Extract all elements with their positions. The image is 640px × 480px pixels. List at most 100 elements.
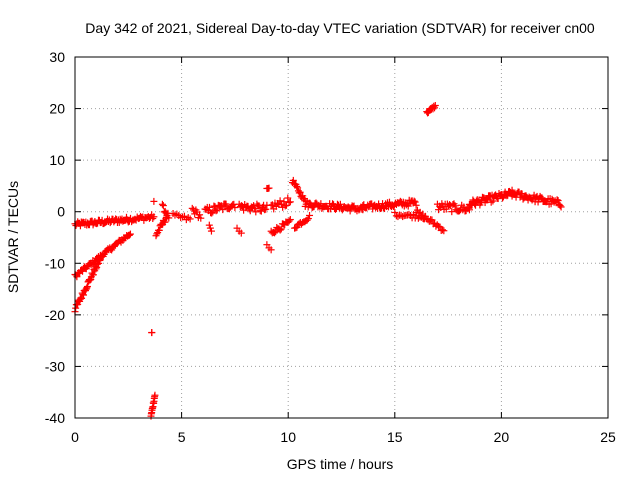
data-point (83, 283, 91, 291)
data-point (126, 230, 134, 238)
data-point (95, 256, 103, 264)
data-point (208, 209, 216, 217)
data-point (460, 203, 468, 211)
data-point (286, 216, 294, 224)
x-tick-label: 20 (494, 429, 510, 445)
data-point (399, 213, 407, 221)
data-point (93, 260, 101, 268)
data-point (440, 227, 448, 235)
data-point (553, 196, 561, 204)
y-tick-label: -10 (45, 255, 65, 271)
y-tick-label: -30 (45, 358, 65, 374)
data-point (196, 211, 204, 219)
data-point (93, 263, 101, 271)
chart-title: Day 342 of 2021, Sidereal Day-to-day VTE… (85, 20, 595, 36)
data-point (155, 226, 163, 234)
data-point (303, 216, 311, 224)
data-point (538, 194, 546, 202)
data-point (554, 197, 562, 205)
data-point (165, 214, 173, 222)
x-tick-label: 10 (280, 429, 296, 445)
data-point (281, 202, 289, 210)
y-tick-label: 10 (49, 152, 65, 168)
x-tick-label: 25 (600, 429, 616, 445)
data-point (557, 203, 565, 211)
data-point (294, 184, 302, 192)
data-point (86, 276, 94, 284)
data-point (489, 197, 497, 205)
data-point (412, 201, 420, 209)
data-point (150, 213, 158, 221)
data-point (522, 192, 530, 200)
y-tick-label: 20 (49, 101, 65, 117)
data-point (280, 198, 288, 206)
data-point (80, 291, 88, 299)
data-point (286, 198, 294, 206)
data-point (83, 284, 91, 292)
y-axis-label: SDTVAR / TECUs (5, 181, 21, 293)
data-point (336, 200, 344, 208)
data-point (411, 198, 419, 206)
data-point (206, 224, 214, 232)
data-point (498, 194, 506, 202)
data-point (410, 197, 418, 205)
data-point (186, 215, 194, 223)
data-point (396, 197, 404, 205)
data-point (289, 176, 297, 184)
data-point (431, 101, 439, 109)
data-point (385, 198, 393, 206)
data-point (161, 218, 169, 226)
data-point (219, 206, 227, 214)
x-tick-label: 0 (71, 429, 79, 445)
data-point (267, 246, 275, 254)
data-point (332, 205, 340, 213)
data-point (391, 208, 399, 216)
data-point (265, 184, 273, 192)
data-point (153, 230, 161, 238)
data-point (205, 221, 213, 229)
plot-frame (74, 56, 609, 419)
x-tick-label: 5 (178, 429, 186, 445)
data-point (285, 217, 293, 225)
x-tick-label: 15 (387, 429, 403, 445)
data-point (231, 204, 239, 212)
data-point (92, 265, 100, 273)
y-tick-label: -20 (45, 307, 65, 323)
data-point (212, 207, 220, 215)
data-point (89, 271, 97, 279)
data-point (158, 200, 166, 208)
data-point (207, 227, 215, 235)
data-point (277, 225, 285, 233)
data-point (197, 214, 205, 222)
data-point (188, 204, 196, 212)
data-point (276, 197, 284, 205)
data-point (125, 231, 133, 239)
data-point (72, 304, 80, 312)
data-point (448, 208, 456, 216)
data-point (293, 182, 301, 190)
data-point (96, 256, 104, 264)
data-point (296, 188, 304, 196)
data-point (237, 229, 245, 237)
data-point (222, 200, 230, 208)
data-point (430, 102, 438, 110)
data-point (257, 207, 265, 215)
data-point (451, 202, 459, 210)
y-tick-label: 0 (57, 204, 65, 220)
data-point (150, 197, 158, 205)
data-point (205, 203, 213, 211)
data-point (148, 329, 156, 337)
data-point (262, 205, 270, 213)
data-point (159, 202, 167, 210)
data-point (276, 226, 284, 234)
data-point (255, 202, 263, 210)
data-point (380, 204, 388, 212)
data-point (285, 199, 293, 207)
data-point (271, 229, 279, 237)
data-point (284, 194, 292, 202)
y-tick-label: -40 (45, 410, 65, 426)
data-point (346, 207, 354, 215)
data-point (306, 211, 314, 219)
x-axis-label: GPS time / hours (287, 456, 394, 472)
